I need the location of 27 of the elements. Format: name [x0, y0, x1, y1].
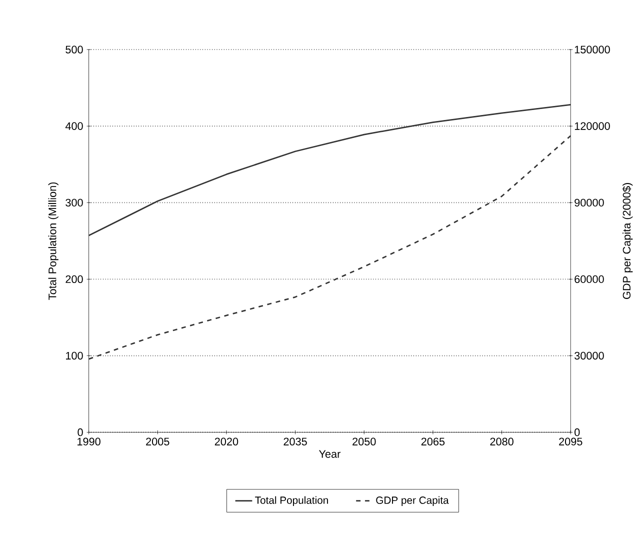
- x-tick-label: 2080: [490, 438, 514, 446]
- y-tick-label: 200: [66, 275, 83, 283]
- y-tick-label: 500: [66, 46, 83, 54]
- y-tick-label: 100: [66, 352, 83, 360]
- x-tick-label: 2095: [559, 438, 582, 446]
- y2-tick-label: 30000: [574, 352, 604, 360]
- x-tick-label: 2005: [146, 438, 170, 446]
- y-tick-label: 400: [65, 122, 83, 130]
- y2-tick-label: 120000: [574, 122, 610, 130]
- legend-label: Total Population: [255, 496, 328, 506]
- y-tick-label: 0: [78, 428, 83, 436]
- x-tick-label: 2050: [352, 438, 376, 446]
- y2-tick-label: 0: [574, 428, 580, 436]
- y2-tick-label: 150000: [574, 46, 610, 54]
- legend-label: GDP per Capita: [376, 496, 449, 506]
- x-tick-label: 2065: [421, 438, 445, 446]
- line-series: [88, 134, 571, 360]
- y-axis-title: Total Population (Million): [48, 182, 58, 300]
- x-tick-label: 2020: [214, 438, 238, 446]
- x-axis-title: Year: [318, 450, 341, 458]
- x-tick-label: 2035: [284, 438, 307, 446]
- line-series: [88, 104, 571, 236]
- y2-axis-title: GDP per Capita (2000$): [622, 182, 633, 299]
- x-tick-label: 1990: [78, 438, 100, 446]
- y-tick-label: 300: [66, 198, 83, 206]
- y2-tick-label: 60000: [574, 275, 604, 283]
- y2-tick-label: 90000: [574, 198, 604, 206]
